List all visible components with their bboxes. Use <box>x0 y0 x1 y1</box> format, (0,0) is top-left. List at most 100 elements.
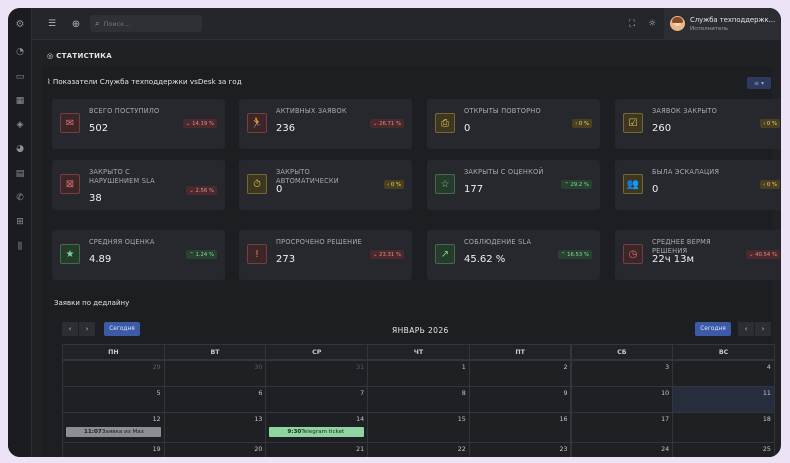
gear-logo-icon[interactable]: ⚙ <box>15 18 25 30</box>
prev-month-button-right[interactable]: ‹ <box>738 322 754 336</box>
calendar-day-cell[interactable]: 13 <box>163 412 267 443</box>
calendar-day-cell[interactable]: 22 <box>367 442 470 457</box>
calendar-day-cell[interactable]: 18 <box>672 412 775 443</box>
calendar-day-cell[interactable]: 11 <box>672 386 775 413</box>
weekday-header: СБ <box>570 344 674 360</box>
pie-chart-icon[interactable]: ◕ <box>16 144 24 154</box>
check-square-icon: ☑ <box>623 113 643 133</box>
day-number: 18 <box>762 416 771 423</box>
day-number: 1 <box>461 364 466 371</box>
day-number: 24 <box>661 446 670 453</box>
stat-card[interactable]: ☆ ЗАКРЫТЫ С ОЦЕНКОЙ 177 ⌃ 29.2 % <box>427 160 600 210</box>
trend-badge: ⌃ 1.24 % <box>186 250 217 259</box>
day-number: 8 <box>461 390 466 397</box>
calendar-day-cell[interactable]: 20 <box>163 442 267 457</box>
stat-card[interactable]: ⊠ ЗАКРЫТО С НАРУШЕНИЕМ SLA 38 ⌄ 2.56 % <box>52 160 225 210</box>
user-name: Служба техподдержк... <box>690 16 776 24</box>
calendar-day-cell[interactable]: 25 <box>672 442 775 457</box>
next-month-button-right[interactable]: › <box>755 322 771 336</box>
weekday-header: ПН <box>62 344 165 360</box>
stat-card[interactable]: ⎙ ОТКРЫТЫ ПОВТОРНО 0 ‹ 0 % <box>427 99 600 149</box>
user-menu[interactable]: Служба техподдержк... Исполнитель <box>664 8 781 40</box>
calendar-day-cell[interactable]: 1 <box>367 360 470 387</box>
bar-chart-icon[interactable]: ⫼ <box>17 242 23 252</box>
timer-icon: ⏱ <box>247 174 267 194</box>
calendar-month: ЯНВАРЬ 2026 <box>392 326 449 335</box>
prev-month-button[interactable]: ‹ <box>62 322 78 336</box>
stat-value: 273 <box>276 254 296 265</box>
ticket-icon[interactable]: ▭ <box>15 72 25 82</box>
search-box[interactable]: ⌕ <box>90 15 202 32</box>
user-role: Исполнитель <box>690 26 729 32</box>
day-number: 10 <box>661 390 670 397</box>
day-number: 25 <box>762 446 771 453</box>
calendar-day-cell[interactable]: 4 <box>672 360 775 387</box>
calendar-day-cell[interactable]: 10 <box>570 386 674 413</box>
stat-card[interactable]: ◷ СРЕДНЕЕ ВЕРМЯ РЕШЕНИЯ 22ч 13м ⌄ 40.54 % <box>615 230 781 280</box>
calendar-day-cell[interactable]: 3 <box>570 360 674 387</box>
apps-icon[interactable]: ⊞ <box>16 217 24 227</box>
panel-title-text: Показатели Служба техподдержки vsDesk за… <box>52 77 242 86</box>
today-button-right[interactable]: Сегодня <box>695 322 731 336</box>
stat-value: 0 <box>464 123 471 134</box>
calendar-day-cell[interactable]: 23 <box>468 442 572 457</box>
day-number: 23 <box>559 446 568 453</box>
phone-icon[interactable]: ✆ <box>16 193 24 203</box>
calendar-event[interactable]: 11:07 Заявка из Max <box>66 427 161 437</box>
weekday-header: ЧТ <box>367 344 470 360</box>
stat-card[interactable]: ★ СРЕДНЯЯ ОЦЕНКА 4.89 ⌃ 1.24 % <box>52 230 225 280</box>
calendar-day-cell[interactable]: 8 <box>367 386 470 413</box>
stat-card[interactable]: ↗ СОБЛЮДЕНИЕ SLA 45.62 % ⌃ 16.53 % <box>427 230 600 280</box>
calendar-day-cell[interactable]: 21 <box>265 442 369 457</box>
calendar-day-cell[interactable]: 31 <box>265 360 369 387</box>
stat-card[interactable]: 🏃 АКТИВНЫХ ЗАЯВОК 236 ⌄ 26.71 % <box>239 99 412 149</box>
calendar-day-cell[interactable]: 17 <box>570 412 674 443</box>
dashboard-icon[interactable]: ◔ <box>16 47 24 57</box>
calendar-title: Заявки по дедлайну <box>54 299 130 307</box>
add-circle-icon[interactable]: ⊕ <box>71 18 81 30</box>
app-window: ⚙ ◔ ▭ ▦ ◈ ◕ ▤ ✆ ⊞ ⫼ ☰ ⊕ ⌕ ⛶ ☼ Служба тех… <box>8 8 781 457</box>
top-bar: ☰ ⊕ ⌕ ⛶ ☼ Служба техподдержк... Исполнит… <box>32 8 781 40</box>
calendar-day-cell[interactable]: 6 <box>163 386 267 413</box>
menu-toggle-icon[interactable]: ☰ <box>47 19 57 29</box>
calendar-day-cell[interactable]: 30 <box>163 360 267 387</box>
trend-badge: ‹ 0 % <box>760 119 780 128</box>
stat-card[interactable]: ✉ ВСЕГО ПОСТУПИЛО 502 ⌄ 14.19 % <box>52 99 225 149</box>
fullscreen-icon[interactable]: ⛶ <box>628 19 636 29</box>
calendar-day-cell[interactable]: 2 <box>468 360 572 387</box>
calendar-event[interactable]: 9:30 Telegram ticket <box>269 427 365 437</box>
stat-card[interactable]: 👥 БЫЛА ЭСКАЛАЦИЯ 0 ‹ 0 % <box>615 160 781 210</box>
theme-toggle-icon[interactable]: ☼ <box>647 19 657 29</box>
calendar-day-cell[interactable]: 15 <box>367 412 470 443</box>
day-number: 13 <box>254 416 263 423</box>
stat-label: ЗАКРЫТО АВТОМАТИЧЕСКИ <box>276 168 339 185</box>
trend-badge: ⌄ 40.54 % <box>745 250 780 259</box>
search-input[interactable] <box>103 19 194 28</box>
calendar-day-cell[interactable]: 7 <box>265 386 369 413</box>
event-time: 11:07 <box>84 429 102 435</box>
day-number: 19 <box>152 446 161 453</box>
calendar-day-cell[interactable]: 16 <box>468 412 572 443</box>
book-icon[interactable]: ▤ <box>15 169 25 179</box>
calendar-day-cell[interactable]: 19 <box>62 442 165 457</box>
day-number: 2 <box>563 364 568 371</box>
calendar-day-cell[interactable]: 29 <box>62 360 165 387</box>
day-number: 9 <box>563 390 568 397</box>
event-time: 9:30 <box>287 429 302 435</box>
layers-icon[interactable]: ◈ <box>16 120 24 130</box>
stat-card[interactable]: ☑ ЗАЯВОК ЗАКРЫТО 260 ‹ 0 % <box>615 99 781 149</box>
day-number: 16 <box>559 416 568 423</box>
day-number: 12 <box>152 416 161 423</box>
filter-dropdown-button[interactable]: ≡ ▾ <box>747 77 771 89</box>
calendar-day-cell[interactable]: 24 <box>570 442 674 457</box>
today-button-left[interactable]: Сегодня <box>104 322 140 336</box>
stat-card[interactable]: ⏱ ЗАКРЫТО АВТОМАТИЧЕСКИ 0 ‹ 0 % <box>239 160 412 210</box>
calendar-icon[interactable]: ▦ <box>15 96 25 106</box>
calendar-day-cell[interactable]: 5 <box>62 386 165 413</box>
trend-badge: ⌄ 23.31 % <box>369 250 404 259</box>
calendar-day-cell[interactable]: 9 <box>468 386 572 413</box>
stat-value: 177 <box>464 184 484 195</box>
day-number: 15 <box>457 416 466 423</box>
next-month-button[interactable]: › <box>79 322 95 336</box>
stat-card[interactable]: ! ПРОСРОЧЕНО РЕШЕНИЕ 273 ⌄ 23.31 % <box>239 230 412 280</box>
